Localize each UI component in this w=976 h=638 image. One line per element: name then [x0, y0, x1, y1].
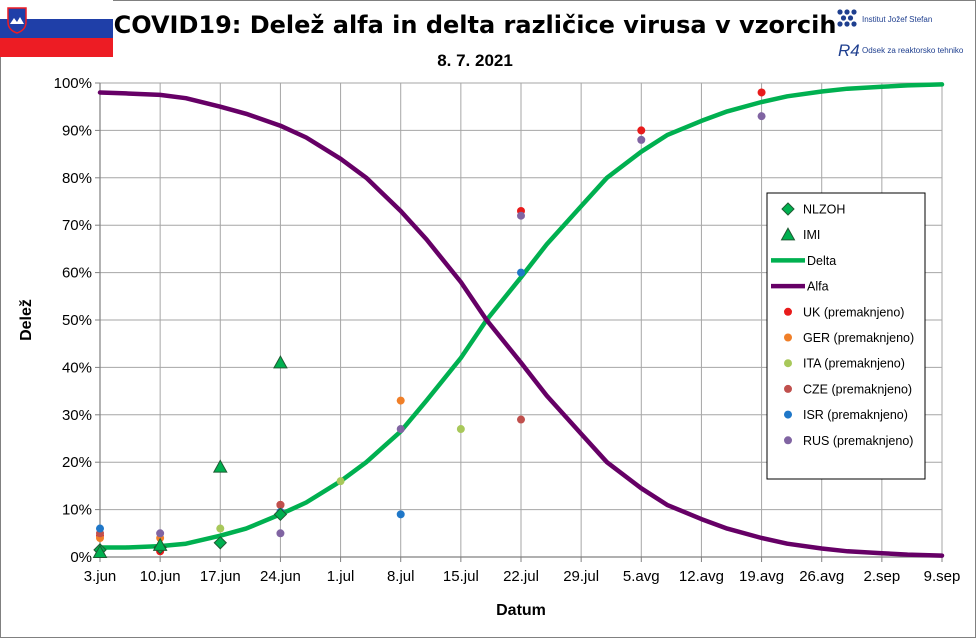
y-tick-label: 30%: [62, 407, 92, 424]
x-tick-label: 9.sep: [924, 568, 961, 585]
y-tick-label: 100%: [54, 75, 92, 92]
x-tick-label: 19.avg: [739, 568, 784, 585]
isr-point: [517, 268, 525, 277]
x-tick-label: 17.jun: [200, 568, 241, 585]
imi-point: [212, 459, 228, 473]
legend-label-delta: Delta: [807, 254, 836, 268]
nlzoh-point: [273, 507, 288, 522]
x-tick-label: 15.jul: [443, 568, 479, 585]
imi-point: [152, 537, 168, 551]
rus-point: [156, 529, 165, 538]
x-tick-label: 1.jul: [327, 568, 355, 585]
legend-swatch-ger: [784, 333, 792, 342]
legend-label-uk: UK (premaknjeno): [803, 305, 904, 319]
alfa-line: [97, 90, 945, 558]
institute-name: Institut Jožef Stefan: [862, 15, 932, 24]
y-tick-label: 20%: [62, 454, 92, 471]
rus-point: [757, 112, 766, 121]
y-tick-label: 60%: [62, 265, 92, 282]
y-tick-label: 0%: [70, 549, 92, 566]
series-lines: [97, 82, 945, 558]
x-tick-label: 2.sep: [864, 568, 901, 585]
rus-point: [396, 425, 405, 434]
legend-label-cze: CZE (premaknjeno): [803, 382, 912, 396]
rus-point: [637, 135, 646, 144]
y-tick-label: 10%: [62, 502, 92, 519]
y-tick-label: 50%: [62, 312, 92, 329]
y-tick-label: 70%: [62, 217, 92, 234]
legend-swatch-imi: [780, 227, 796, 241]
imi-point: [273, 355, 288, 369]
chart-subtitle: 8. 7. 2021: [437, 51, 513, 70]
ita-point: [216, 524, 225, 533]
cze-point: [276, 500, 285, 509]
y-tick-label: 40%: [62, 359, 92, 376]
y-tick-label: 80%: [62, 170, 92, 187]
isr-point: [96, 524, 104, 533]
legend-label-alfa: Alfa: [807, 280, 829, 294]
uk-point: [757, 88, 766, 97]
x-tick-label: 26.avg: [799, 568, 844, 585]
ger-point: [396, 396, 405, 405]
x-tick-label: 5.avg: [623, 568, 660, 585]
legend-label-ger: GER (premaknjeno): [803, 331, 914, 345]
legend-label-ita: ITA (premaknjeno): [803, 357, 905, 371]
y-tick-label: 90%: [62, 122, 92, 139]
legend-box: [766, 192, 926, 480]
department-name: Odsek za reaktorsko tehniko: [862, 46, 964, 55]
cze-point: [517, 415, 525, 424]
legend-swatch-rus: [784, 436, 792, 445]
x-tick-label: 3.jun: [84, 568, 117, 585]
series-markers: [92, 88, 766, 558]
legend-swatch-uk: [784, 307, 792, 316]
legend: NLZOH IMI Delta Alfa UK (premaknjeno) GER (pr…: [771, 202, 914, 448]
slovenia-flag-icon: [0, 0, 113, 57]
x-tick-label: 22.jul: [503, 568, 539, 585]
uk-point: [637, 126, 646, 135]
delta-line: [97, 82, 945, 550]
ita-point: [336, 477, 345, 486]
x-tick-label: 29.jul: [563, 568, 599, 585]
nlzoh-point: [213, 536, 227, 550]
x-tick-label: 12.avg: [679, 568, 724, 585]
legend-swatch-nlzoh: [781, 202, 795, 216]
axes: 3.jun 10.jun 17.jun 24.jun 1.jul 8.jul 15.jul 2…: [54, 75, 961, 585]
y-axis-title: Delež: [18, 299, 35, 341]
rus-point: [517, 211, 525, 220]
r4-logo-icon: R4: [838, 41, 860, 60]
x-tick-label: 24.jun: [260, 568, 301, 585]
ita-point: [456, 425, 465, 434]
legend-swatch-isr: [784, 410, 792, 419]
isr-point: [396, 510, 405, 519]
x-tick-label: 8.jul: [387, 568, 415, 585]
legend-swatch-cze: [784, 384, 792, 393]
imi-point: [92, 544, 108, 558]
legend-swatch-ita: [784, 359, 792, 368]
x-axis-title: Datum: [496, 602, 546, 619]
legend-label-isr: ISR (premaknjeno): [803, 408, 908, 422]
legend-label-nlzoh: NLZOH: [803, 203, 845, 217]
legend-label-imi: IMI: [803, 228, 820, 242]
legend-label-rus: RUS (premaknjeno): [803, 434, 913, 448]
rus-point: [276, 529, 285, 538]
x-tick-label: 10.jun: [140, 568, 181, 585]
ijs-logo-icon: [837, 9, 857, 27]
chart-title: COVID19: Delež alfa in delta različice v…: [114, 11, 837, 39]
